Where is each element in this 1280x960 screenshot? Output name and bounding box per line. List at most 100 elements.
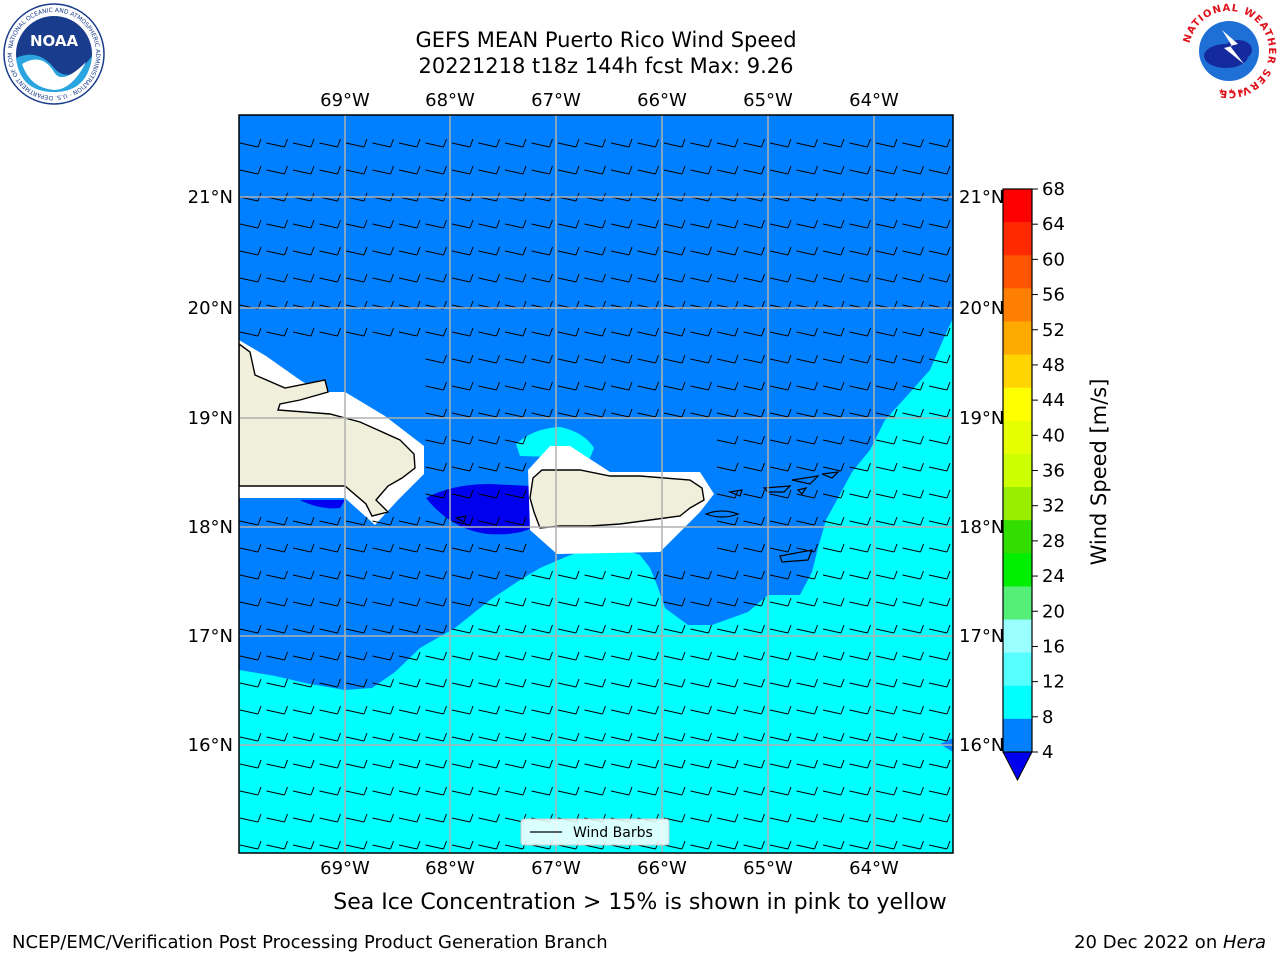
wind-barb — [398, 759, 421, 769]
wind-barb — [743, 543, 765, 553]
wind-barb — [928, 759, 951, 769]
wind-barb — [239, 705, 262, 715]
wind-barb — [610, 408, 633, 418]
colorbar-bin — [1003, 222, 1032, 256]
wind-barb — [716, 759, 739, 769]
wind-barb — [716, 624, 739, 634]
wind-barb — [902, 813, 924, 823]
wind-barb — [902, 624, 924, 634]
wind-barb — [849, 462, 871, 472]
wind-barb — [928, 624, 951, 634]
wind-barb — [239, 273, 262, 283]
wind-barb — [849, 246, 871, 256]
lon-label-bottom: 66°W — [637, 858, 687, 879]
colorbar-tick-label: 48 — [1042, 355, 1065, 376]
wind-barb — [796, 516, 818, 526]
wind-barb — [239, 732, 262, 742]
wind-barb — [292, 516, 315, 526]
wind-barb — [743, 813, 765, 823]
wind-barb — [478, 219, 500, 229]
wind-barb — [584, 597, 606, 607]
colorbar-tick-label: 52 — [1042, 320, 1065, 341]
wind-barb — [239, 219, 262, 229]
wind-barb — [372, 786, 394, 796]
wind-barb — [610, 759, 633, 769]
wind-barb — [769, 381, 792, 391]
wind-barb — [928, 732, 951, 742]
wind-barb — [239, 597, 262, 607]
wind-barb — [743, 138, 765, 148]
wind-barb — [531, 138, 553, 148]
wind-barb — [531, 732, 553, 742]
wind-barb — [451, 219, 474, 229]
wind-barb — [239, 840, 262, 850]
wind-barb — [478, 840, 500, 850]
wind-barb — [345, 678, 368, 688]
wind-barb — [875, 462, 898, 472]
svg-text:★ ★ ★: ★ ★ ★ — [1218, 87, 1245, 96]
wind-barb — [531, 165, 553, 175]
wind-barb — [531, 570, 553, 580]
wind-barb — [849, 138, 871, 148]
wind-barb — [239, 246, 262, 256]
wind-barb — [690, 759, 712, 769]
wind-barb — [690, 354, 712, 364]
wind-barb — [504, 570, 527, 580]
wind-barb — [239, 327, 262, 337]
wind-barb — [822, 408, 845, 418]
wind-barb — [875, 516, 898, 526]
wind-barb — [504, 246, 527, 256]
wind-barb — [345, 732, 368, 742]
wind-barb — [372, 705, 394, 715]
wind-barb — [902, 840, 924, 850]
wind-barb — [425, 165, 447, 175]
wind-barb — [663, 273, 686, 283]
wind-barb — [398, 516, 421, 526]
legend-label: Wind Barbs — [573, 825, 653, 841]
wind-barb — [769, 165, 792, 175]
lon-label-bottom: 69°W — [320, 858, 370, 879]
wind-barb — [451, 408, 474, 418]
colorbar-bin — [1003, 288, 1032, 322]
wind-barb — [637, 381, 659, 391]
wind-barb — [769, 813, 792, 823]
wind-barb — [451, 462, 474, 472]
wind-barb — [743, 732, 765, 742]
wind-barb — [398, 138, 421, 148]
wind-barb — [902, 354, 924, 364]
wind-barb — [637, 786, 659, 796]
wind-barb — [637, 597, 659, 607]
wind-barb — [292, 165, 315, 175]
wind-barb — [451, 678, 474, 688]
wind-barb — [822, 759, 845, 769]
wind-barb — [743, 327, 765, 337]
wind-barb — [531, 705, 553, 715]
wind-barb — [584, 273, 606, 283]
wind-barb — [822, 516, 845, 526]
wind-barb — [345, 219, 368, 229]
wind-barb — [769, 543, 792, 553]
wind-barb — [769, 354, 792, 364]
wind-barb — [239, 165, 262, 175]
wind-barb — [610, 273, 633, 283]
wind-barb — [557, 273, 580, 283]
wind-barb — [451, 246, 474, 256]
wind-barb — [372, 651, 394, 661]
wind-barb — [451, 327, 474, 337]
wind-barb — [478, 570, 500, 580]
wind-barb — [319, 840, 341, 850]
wind-barb — [425, 516, 447, 526]
wind-barb — [822, 840, 845, 850]
wind-barb — [875, 354, 898, 364]
wind-barb — [319, 327, 341, 337]
wind-barb — [663, 138, 686, 148]
wind-barb — [637, 651, 659, 661]
wind-barb — [319, 246, 341, 256]
wind-barb — [928, 813, 951, 823]
wind-barb — [266, 246, 288, 256]
wind-barb — [610, 165, 633, 175]
wind-barb — [690, 678, 712, 688]
wind-barb — [292, 732, 315, 742]
wind-barb — [822, 732, 845, 742]
